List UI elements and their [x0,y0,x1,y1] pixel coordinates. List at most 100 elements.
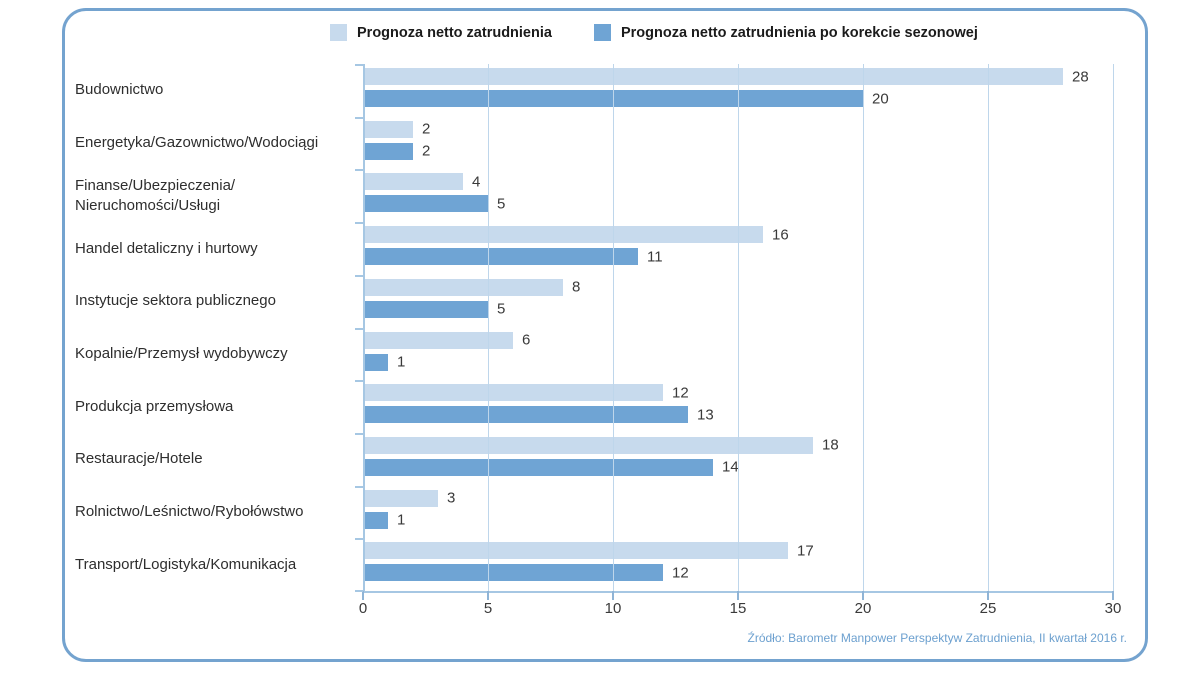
bar-group: 12 13 [363,380,1113,433]
gridline [487,64,489,591]
x-axis-tick-label: 25 [979,600,997,617]
x-axis-tick [862,591,864,600]
bar-value-label: 12 [672,384,689,402]
bar-value-label: 6 [522,331,531,349]
category-label: Handel detaliczny i hurtowy [75,239,258,257]
y-axis-tick [355,590,363,592]
y-axis-tick [355,64,363,66]
category-labels: Budownictwo Energetyka/Gazownictwo/Wodoci… [75,64,357,591]
y-axis-line [363,64,365,591]
bar-net-forecast: 3 [363,489,455,507]
y-axis-tick [355,486,363,488]
y-axis-tick [355,538,363,540]
bar-group: 17 12 [363,538,1113,591]
bar-net-forecast-seasonally-adjusted: 13 [363,406,714,424]
bar-value-label: 4 [472,173,481,191]
category-label: Instytucje sektora publicznego [75,292,276,310]
legend-label: Prognoza netto zatrudnienia po korekcie … [620,24,978,41]
x-axis-tick-label: 10 [604,600,622,617]
bar-value-label: 28 [1072,68,1089,85]
bar-net-forecast-seasonally-adjusted: 5 [363,195,505,213]
bar-net-forecast: 16 [363,226,789,244]
category-label: Produkcja przemysłowa [75,397,234,415]
y-axis-tick [355,328,363,330]
bar-value-label: 12 [672,564,689,582]
gridline [1112,64,1114,591]
category-label: Kopalnie/Przemysł wydobywczy [75,344,288,362]
bar-value-label: 8 [572,278,581,296]
gridline [862,64,864,591]
legend-item-forecast: Prognoza netto zatrudnienia [330,24,552,41]
bar-value-label: 2 [422,142,431,160]
x-axis-tick-label: 0 [358,600,368,617]
y-axis-tick [355,222,363,224]
bar-value-label: 16 [772,226,789,244]
plot-area: 28 20 2 2 4 5 16 11 8 5 6 1 12 13 18 14 3 1 17 12 [355,64,1114,600]
bar-value-label: 14 [722,458,739,476]
x-axis-tick [487,591,489,600]
x-axis-tick [737,591,739,600]
bar-net-forecast: 12 [363,384,689,402]
gridline [987,64,989,591]
x-axis-labels: 0 5 10 15 20 25 30 [359,600,1122,620]
y-axis-tick [355,433,363,435]
bar-net-forecast: 8 [363,278,580,296]
gridline [737,64,739,591]
bar-value-label: 3 [447,489,456,507]
legend-swatch-dark-icon [593,24,611,41]
bar-net-forecast-seasonally-adjusted: 1 [363,353,405,371]
bar-value-label: 5 [497,195,506,213]
x-axis-tick [987,591,989,600]
category-label: Transport/Logistyka/Komunikacja [75,555,297,573]
category-label: Restauracje/Hotele [75,450,203,468]
bar-value-label: 20 [872,90,889,107]
x-axis-tick-label: 30 [1104,600,1122,617]
bar-net-forecast-seasonally-adjusted: 2 [363,142,430,160]
category-label: Rolnictwo/Leśnictwo/Rybołówstwo [75,503,304,521]
bar-net-forecast: 2 [363,120,430,138]
bar-net-forecast: 18 [363,436,839,454]
bar-group: 16 11 [363,222,1113,275]
gridline [612,64,614,591]
legend-label: Prognoza netto zatrudnienia [357,24,552,41]
category-label: Finanse/Ubezpieczenia/ Nieruchomości/Usł… [75,176,236,214]
category-label: Energetyka/Gazownictwo/Wodociągi [75,134,319,152]
y-axis-tick [355,169,363,171]
legend-swatch-light-icon [330,24,347,41]
chart-panel: Prognoza netto zatrudnienia Prognoza net… [62,8,1148,662]
bar-net-forecast-seasonally-adjusted: 1 [363,511,405,529]
bar-value-label: 5 [497,300,506,318]
legend: Prognoza netto zatrudnienia Prognoza net… [330,24,978,41]
x-axis-tick-label: 20 [854,600,872,617]
bar-value-label: 18 [822,436,839,454]
x-axis-tick-label: 15 [729,600,747,617]
x-axis-tick-label: 5 [483,600,493,617]
x-axis-tick [1112,591,1114,600]
category-label: Budownictwo [75,81,164,99]
source-note: Źródło: Barometr Manpower Perspektyw Zat… [747,631,1128,645]
y-axis-tick [355,117,363,119]
bar-value-label: 13 [697,406,714,424]
bar-value-label: 2 [422,120,431,138]
bar-value-label: 1 [397,511,406,529]
y-axis-tick [355,275,363,277]
legend-item-forecast-adjusted: Prognoza netto zatrudnienia po korekcie … [593,24,978,41]
bar-net-forecast: 4 [363,173,480,191]
bar-net-forecast-seasonally-adjusted: 5 [363,300,505,318]
bar-net-forecast: 28 [363,68,1089,85]
bar-value-label: 17 [797,542,814,560]
x-axis-tick [612,591,614,600]
y-axis-tick [355,380,363,382]
bar-value-label: 1 [397,353,406,371]
bar-net-forecast: 17 [363,542,814,560]
bar-net-forecast: 6 [363,331,530,349]
bar-value-label: 11 [647,248,663,266]
bar-group: 18 14 [363,433,1113,486]
bar-net-forecast-seasonally-adjusted: 12 [363,564,689,582]
bar-net-forecast-seasonally-adjusted: 11 [363,248,663,266]
bar-net-forecast-seasonally-adjusted: 14 [363,458,739,476]
